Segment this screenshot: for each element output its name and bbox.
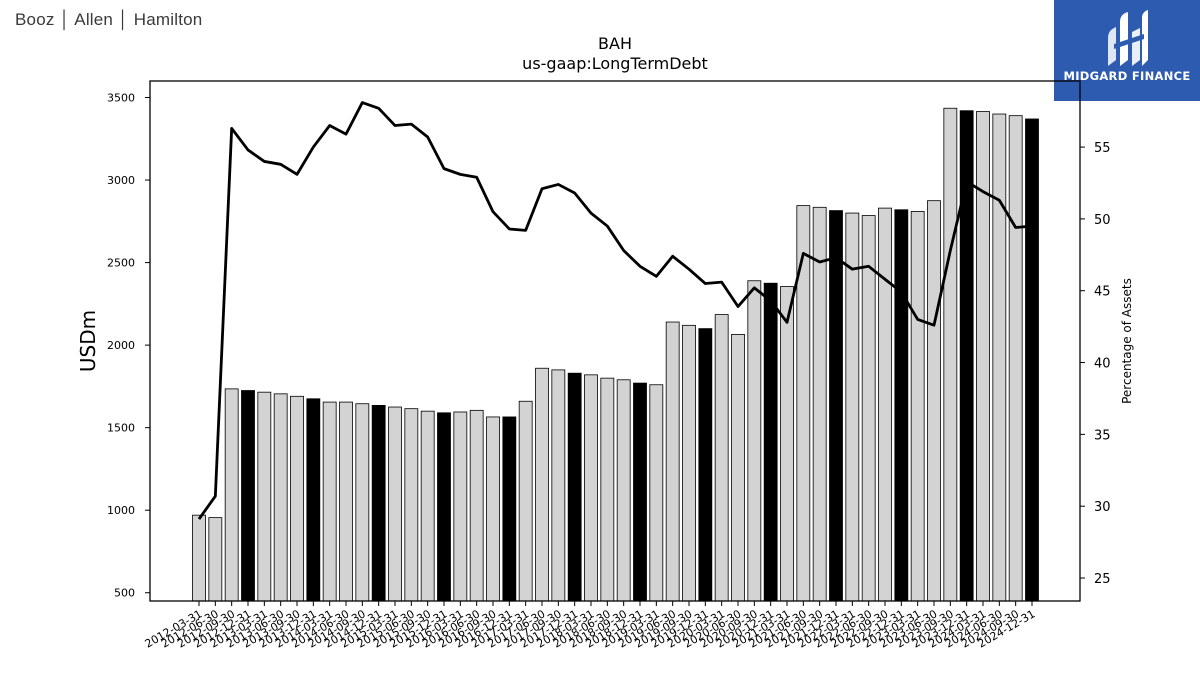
brand-wordmark: Booz │ Allen │ Hamilton: [15, 10, 203, 29]
bar-2015-03-31: [388, 406, 402, 602]
bar-2017-09-30: [551, 369, 566, 602]
bar-2021-12-31: [829, 210, 843, 602]
right-axis: 25 30 35 40 45 50 55: [1080, 141, 1111, 587]
bar-2014-12-31: [371, 404, 386, 602]
left-axis: 500 1000 1500 2000 2500 3000 3500: [107, 92, 150, 600]
bar-2020-12-31: [763, 282, 778, 602]
y2-tick-label: 45: [1094, 285, 1111, 300]
y2-tick-label: 25: [1094, 572, 1111, 587]
bar-2019-09-30: [682, 324, 696, 602]
logo-text: MIDGARD FINANCE: [1063, 69, 1191, 83]
bar-2020-09-30: [747, 280, 762, 602]
bar-2023-09-30: [943, 107, 958, 602]
bar-2023-06-30: [927, 200, 941, 602]
y-tick-label: 3500: [107, 92, 135, 105]
bar-2018-03-31: [584, 374, 598, 602]
y-axis-label: USDm: [76, 310, 100, 372]
y2-tick-label: 40: [1094, 357, 1111, 372]
bar-2024-12-31: [1025, 118, 1039, 602]
bar-2017-06-30: [535, 367, 549, 602]
midgard-finance-logo: MIDGARD FINANCE: [1054, 0, 1200, 101]
bar-2022-09-30: [878, 207, 892, 602]
y-tick-label: 1000: [107, 504, 135, 517]
x-axis: 2012-03-312012-06-302012-09-302012-12-31…: [143, 601, 1038, 651]
bar-2012-06-30: [208, 517, 223, 602]
bar-2019-12-31: [698, 328, 713, 602]
y-tick-label: 3000: [107, 174, 135, 187]
y2-tick-label: 30: [1094, 500, 1111, 515]
bar-2024-09-30: [1008, 115, 1023, 602]
chart-title: BAH: [598, 34, 632, 53]
bar-2019-06-30: [665, 321, 680, 602]
bar-2016-12-31: [502, 416, 517, 602]
bar-2012-09-30: [224, 388, 239, 602]
bar-2015-09-30: [420, 410, 435, 602]
bar-2020-03-31: [714, 314, 729, 602]
bar-2013-09-30: [290, 395, 304, 602]
bar-2022-06-30: [861, 215, 876, 602]
bar-2020-06-30: [731, 333, 745, 602]
y2-tick-label: 55: [1094, 141, 1111, 156]
bar-2016-09-30: [486, 416, 500, 602]
bar-2015-06-30: [404, 408, 419, 602]
plot-frame: [149, 80, 1081, 602]
bar-2019-03-31: [649, 384, 664, 602]
bar-2022-03-31: [845, 212, 860, 602]
y-tick-label: 500: [114, 587, 135, 600]
bar-2021-06-30: [796, 205, 811, 602]
bar-2017-03-31: [518, 400, 533, 602]
bar-2018-06-30: [600, 377, 615, 602]
bar-2012-03-31: [192, 514, 206, 602]
bar-2016-03-31: [453, 411, 468, 602]
bar-2014-03-31: [322, 401, 337, 602]
y2-axis-label: Percentage of Assets: [1120, 278, 1134, 404]
bar-2018-09-30: [616, 379, 631, 602]
y-tick-label: 2000: [107, 339, 135, 352]
bar-2021-09-30: [812, 206, 827, 602]
y2-tick-label: 50: [1094, 213, 1111, 228]
bar-2012-12-31: [241, 390, 255, 602]
bar-2017-12-31: [567, 372, 582, 602]
bar-2013-12-31: [306, 398, 321, 602]
y-tick-label: 1500: [107, 422, 135, 435]
percentage-line: [197, 101, 1033, 520]
bar-2024-06-30: [992, 113, 1007, 602]
bar-2021-03-31: [780, 286, 794, 602]
bar-2013-03-31: [257, 391, 272, 602]
bar-2014-06-30: [339, 401, 353, 602]
y2-tick-label: 35: [1094, 428, 1111, 443]
y-tick-label: 2500: [107, 257, 135, 270]
bar-2014-09-30: [355, 403, 370, 602]
bar-2018-12-31: [633, 382, 647, 602]
bar-2022-12-31: [894, 209, 909, 602]
bar-2013-06-30: [273, 393, 288, 602]
midgard-logo-mark-icon: [1108, 10, 1148, 66]
chart-subtitle: us-gaap:LongTermDebt: [522, 54, 708, 73]
bar-2024-03-31: [976, 111, 990, 602]
bar-2016-06-30: [469, 409, 484, 602]
bar-2023-03-31: [910, 211, 925, 602]
bar-2015-12-31: [437, 412, 451, 602]
bars-group: [192, 107, 1039, 602]
